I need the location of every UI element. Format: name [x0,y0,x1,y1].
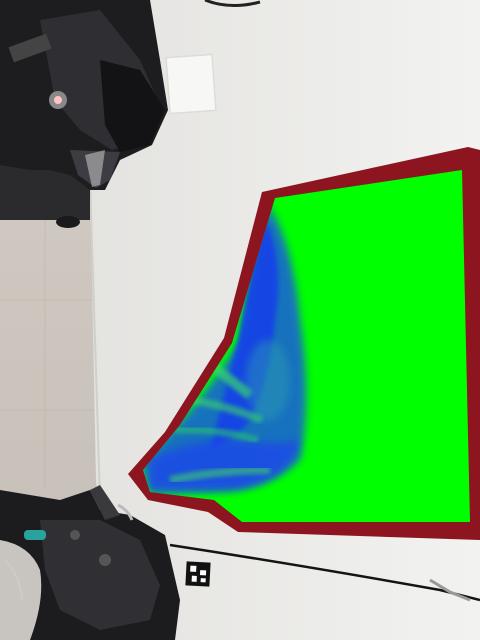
lower-robot-arm [0,485,180,640]
cable-clip [429,578,471,602]
teal-accent [24,530,46,540]
floor-tiles [0,220,95,490]
upper-robot-arm [0,0,168,228]
table-edge [89,179,101,501]
white-pad [165,53,217,115]
aruco-marker [185,561,211,587]
cable-top [204,0,261,7]
cable [169,543,480,602]
